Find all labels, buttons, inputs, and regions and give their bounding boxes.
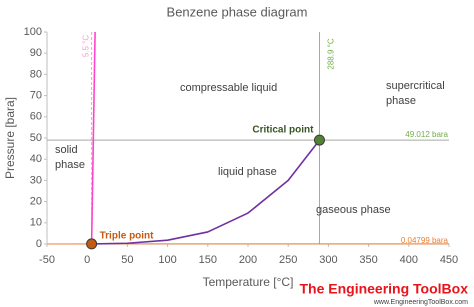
y-tick-label: 70 [30,90,42,102]
phase-curve [91,139,321,245]
chart-title: Benzene phase diagram [167,4,308,19]
y-tick-label: 100 [24,26,42,38]
region-label: liquid phase [218,166,277,178]
y-tick-label: 30 [30,174,42,186]
brand-url: www.EngineeringToolBox.com [373,299,468,306]
x-axis-label: Temperature [°C] [203,275,294,289]
y-tick-label: 60 [30,111,42,123]
x-tick-label: 150 [199,254,217,266]
region-label: supercritical phase [386,80,445,107]
y-tick-label: 50 [30,132,42,144]
region-label: gaseous phase [316,204,391,216]
region-label: solid phase [55,144,85,171]
point-label: Critical point [252,125,314,136]
y-tick-label: 20 [30,196,42,208]
x-tick-label: -50 [39,254,55,266]
y-tick-label: 80 [30,68,42,80]
y-axis-label: Pressure [bara] [3,97,17,179]
phase-curve [90,31,96,244]
point-marker [313,134,325,146]
y-tick-label: 40 [30,153,42,165]
region-label: compressable liquid [180,82,278,94]
x-tick-label: 400 [400,254,418,266]
reference-label: 49.012 bara [405,130,448,139]
y-tick-label: 90 [30,47,42,59]
brand-name: The Engineering ToolBox [299,281,468,297]
reference-label: 5.5 °C [82,35,91,58]
x-tick-label: 200 [239,254,257,266]
x-tick-label: 250 [279,254,297,266]
point-label: Triple point [100,231,155,242]
x-tick-label: 350 [359,254,377,266]
y-tick-label: 10 [30,217,42,229]
x-tick-label: 450 [440,254,458,266]
y-tick-label: 0 [36,238,42,250]
x-tick-label: 0 [84,254,90,266]
x-tick-label: 100 [158,254,176,266]
x-tick-label: 50 [121,254,133,266]
reference-label: 0.04799 bara [401,236,449,245]
reference-label: 288.9 °C [327,38,336,69]
point-marker [86,238,98,250]
x-tick-label: 300 [319,254,337,266]
